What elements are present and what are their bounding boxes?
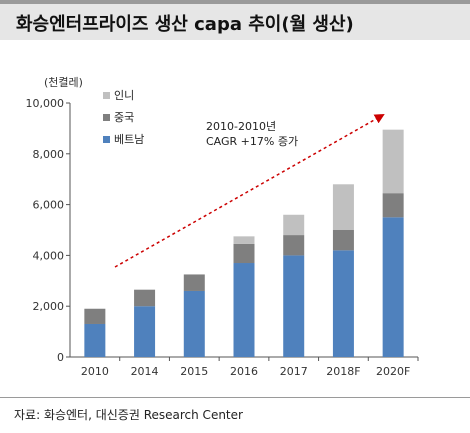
bar-segment [283, 235, 305, 256]
bars [84, 129, 404, 357]
legend-swatch [103, 114, 110, 121]
source-divider [0, 397, 470, 398]
bar-segment [183, 274, 205, 291]
title-bar: 화승엔터프라이즈 생산 capa 추이(월 생산) [0, 0, 470, 40]
source-note: 자료: 화승엔터, 대신증권 Research Center [14, 408, 243, 422]
bar-segment [233, 243, 255, 264]
bar-segment [332, 250, 354, 357]
x-tick-label: 2017 [280, 365, 308, 378]
bar-segment [84, 308, 106, 324]
x-tick-label: 2018F [326, 365, 360, 378]
annotation-line2: CAGR +17% 증가 [206, 135, 298, 148]
bar-segment [283, 255, 305, 357]
legend-label: 인니 [114, 89, 134, 102]
bar-segment [134, 289, 156, 307]
chart-canvas: 2010 2014 2015 2016 2017 2018F 2020F 0 2,000 4,0… [26, 89, 419, 378]
bar-segment [382, 193, 404, 218]
bar-segment [382, 217, 404, 357]
bar-segment [233, 263, 255, 357]
y-tick-label: 10,000 [26, 97, 65, 110]
legend-swatch [103, 92, 110, 99]
legend-label: 중국 [114, 111, 134, 124]
x-tick-label: 2010 [81, 365, 109, 378]
legend-swatch [103, 136, 110, 143]
y-tick-label: 0 [57, 351, 64, 364]
bar-segment [332, 230, 354, 251]
bar-segment [233, 236, 255, 244]
bar-segment [382, 129, 404, 194]
bar-segment [84, 323, 106, 357]
y-tick-label: 6,000 [33, 199, 65, 212]
unit-label: (천켤레) [44, 76, 83, 89]
annotation-line1: 2010-2010년 [206, 120, 276, 133]
chart-title: 화승엔터프라이즈 생산 capa 추이(월 생산) [16, 14, 354, 35]
x-tick-label: 2015 [180, 365, 208, 378]
y-tick-label: 4,000 [33, 249, 65, 262]
x-tick-label: 2016 [230, 365, 258, 378]
y-tick-label: 8,000 [33, 148, 65, 161]
y-axis-labels: 0 2,000 4,000 6,000 8,000 10,000 [26, 97, 65, 364]
x-axis-labels: 2010 2014 2015 2016 2017 2018F 2020F [81, 365, 410, 378]
bar-segment [283, 214, 305, 236]
title-accent-line [0, 0, 470, 4]
bar-segment [332, 184, 354, 230]
bar-segment [183, 290, 205, 357]
legend-label: 베트남 [114, 133, 144, 146]
bar-segment [134, 306, 156, 357]
x-tick-label: 2020F [376, 365, 410, 378]
annotation: 2010-2010년 CAGR +17% 증가 [114, 114, 385, 268]
x-tick-label: 2014 [131, 365, 159, 378]
y-tick-label: 2,000 [33, 300, 65, 313]
